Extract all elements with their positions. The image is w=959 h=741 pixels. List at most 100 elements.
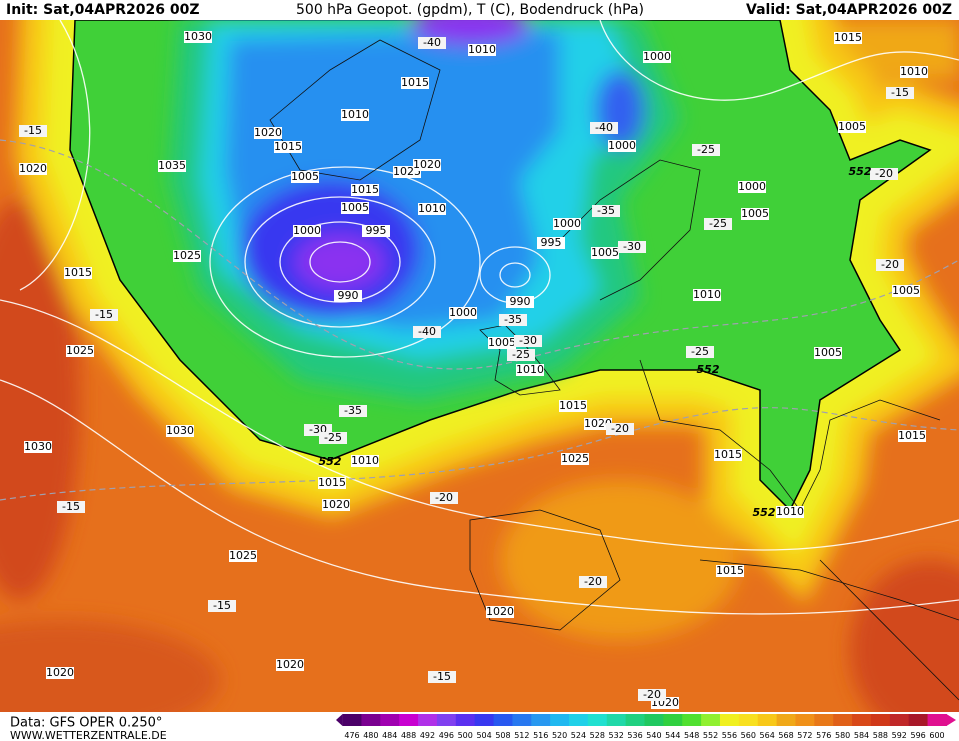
pressure-label: 1000	[293, 224, 321, 237]
pressure-label-box	[322, 499, 350, 511]
pressure-label-box	[334, 290, 362, 302]
geopotential-label: 552	[849, 165, 872, 178]
temperature-label: -20	[611, 422, 629, 435]
colorbar-swatch	[418, 714, 438, 726]
colorbar-tick-label: 516	[533, 731, 548, 740]
pressure-label-box	[351, 184, 379, 196]
temperature-label: -25	[691, 345, 709, 358]
init-label: Init: Sat,04APR2026 00Z	[6, 2, 200, 18]
temperature-label-box	[590, 122, 618, 134]
colorbar-tick-label: 520	[552, 731, 567, 740]
colorbar-tick-label: 596	[910, 731, 925, 740]
pressure-label-box	[643, 51, 671, 63]
pressure-label-box	[401, 77, 429, 89]
pressure-label-box	[468, 44, 496, 56]
colorbar-tick-label: 600	[929, 731, 944, 740]
pressure-label-box	[561, 453, 589, 465]
temperature-label: -25	[512, 348, 530, 361]
temperature-label: -20	[584, 575, 602, 588]
colorbar-tick-label: 544	[665, 731, 680, 740]
colorbar-swatch	[870, 714, 891, 726]
temperature-label-box	[592, 205, 620, 217]
pressure-label-box	[274, 141, 302, 153]
pressure-label-box	[559, 400, 587, 412]
pressure-label: 1015	[559, 399, 587, 412]
pressure-label: 1015	[834, 31, 862, 44]
temperature-label: -40	[595, 121, 613, 134]
pressure-label: 1020	[486, 605, 514, 618]
temperature-label: -20	[643, 688, 661, 701]
colorbar-swatch	[625, 714, 645, 726]
geopotential-label: 552	[697, 363, 720, 376]
valid-label: Valid: Sat,04APR2026 00Z	[746, 2, 952, 18]
pressure-label: 1000	[608, 139, 636, 152]
colorbar-tick-label: 572	[797, 731, 812, 740]
pressure-label-box	[716, 565, 744, 577]
colorbar-tick-label: 584	[854, 731, 869, 740]
temperature-label: -15	[433, 670, 451, 683]
site-name: WWW.WETTERZENTRALE.DE	[10, 729, 167, 741]
colorbar-tick-label: 512	[514, 731, 529, 740]
pressure-label: 1030	[184, 30, 212, 43]
colorbar-swatch	[361, 714, 381, 726]
pressure-label-box	[584, 418, 612, 430]
temperature-label: -30	[519, 334, 537, 347]
pressure-label-box	[693, 289, 721, 301]
temperature-label: -15	[213, 599, 231, 612]
colorbar-tick-label: 504	[476, 731, 491, 740]
pressure-label-box	[291, 171, 319, 183]
temperature-label: -15	[891, 86, 909, 99]
colorbar-arrow	[336, 714, 343, 726]
pressure-label: 1015	[274, 140, 302, 153]
pressure-label-box	[714, 449, 742, 461]
pressure-label: 1025	[229, 549, 257, 562]
map: 1030101010001015101010151010102010151035…	[0, 20, 959, 712]
pressure-label: 1015	[401, 76, 429, 89]
colorbar-swatch	[663, 714, 683, 726]
colorbar: 476 480 484 488 492 496 500 504 508 512 516 520 524 5…	[336, 714, 956, 740]
colorbar-swatch	[399, 714, 419, 726]
map-title: 500 hPa Geopot. (gpdm), T (C), Bodendruc…	[296, 2, 644, 18]
pressure-label-box	[318, 477, 346, 489]
colorbar-tick-label: 532	[609, 731, 624, 740]
pressure-label: 1010	[468, 43, 496, 56]
pressure-label-box	[516, 364, 544, 376]
pressure-label: 1025	[173, 249, 201, 262]
pressure-label-box	[173, 250, 201, 262]
colorbar-tick-label: 476	[344, 731, 359, 740]
temperature-label-box	[319, 432, 347, 444]
pressure-label-box	[229, 550, 257, 562]
pressure-label-box	[184, 31, 212, 43]
colorbar-tick-label: 492	[420, 731, 435, 740]
pressure-label-box	[537, 237, 565, 249]
pressure-label-box	[776, 506, 804, 518]
pressure-label: 1020	[254, 126, 282, 139]
colorbar-swatch	[927, 714, 947, 726]
pressure-label: 995	[366, 224, 387, 237]
pressure-label: 1025	[561, 452, 589, 465]
pressure-label-box	[19, 163, 47, 175]
pressure-label: 1020	[19, 162, 47, 175]
colorbar-tick-label: 552	[703, 731, 718, 740]
temperature-label: -40	[418, 325, 436, 338]
pressure-label: 1015	[64, 266, 92, 279]
colorbar-tick-label: 576	[816, 731, 831, 740]
colorbar-tick-label: 488	[401, 731, 416, 740]
pressure-label: 1015	[714, 448, 742, 461]
temperature-label-box	[886, 87, 914, 99]
pressure-label: 1000	[553, 217, 581, 230]
temperature-label-box	[413, 326, 441, 338]
colorbar-tick-label: 480	[363, 731, 378, 740]
pressure-label-box	[741, 208, 769, 220]
colorbar-tick-label: 560	[741, 731, 756, 740]
temperature-label-box	[418, 37, 446, 49]
temperature-label: -30	[623, 240, 641, 253]
pressure-label-box	[351, 455, 379, 467]
pressure-label: 1005	[488, 336, 516, 349]
pressure-label: 1015	[351, 183, 379, 196]
pressure-label: 1010	[516, 363, 544, 376]
temperature-label: -20	[881, 258, 899, 271]
pressure-label: 1035	[158, 159, 186, 172]
pressure-label: 1010	[351, 454, 379, 467]
pressure-label: 1010	[693, 288, 721, 301]
